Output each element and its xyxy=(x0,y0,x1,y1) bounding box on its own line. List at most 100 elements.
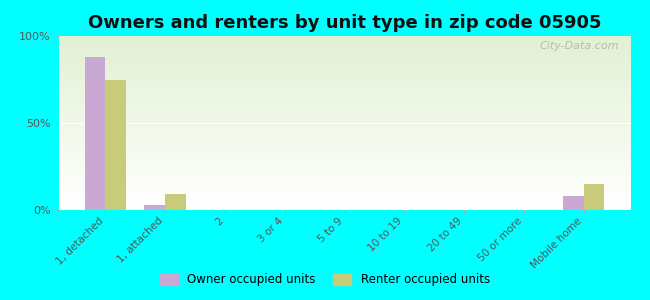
Bar xyxy=(58,54,630,55)
Bar xyxy=(58,125,630,126)
Bar xyxy=(58,177,630,178)
Bar xyxy=(58,139,630,140)
Bar xyxy=(58,43,630,44)
Bar xyxy=(58,55,630,56)
Bar xyxy=(58,131,630,132)
Bar xyxy=(58,198,630,199)
Bar xyxy=(58,112,630,113)
Bar xyxy=(58,128,630,129)
Bar xyxy=(58,143,630,144)
Bar xyxy=(58,82,630,83)
Bar xyxy=(58,169,630,170)
Bar xyxy=(58,140,630,141)
Bar xyxy=(58,175,630,176)
Bar xyxy=(58,186,630,187)
Bar xyxy=(58,120,630,121)
Bar xyxy=(58,37,630,38)
Bar xyxy=(58,144,630,145)
Bar xyxy=(58,206,630,207)
Bar xyxy=(58,95,630,96)
Bar xyxy=(58,174,630,175)
Bar xyxy=(58,203,630,204)
Bar xyxy=(58,204,630,205)
Bar xyxy=(58,170,630,171)
Bar xyxy=(58,66,630,67)
Text: City-Data.com: City-Data.com xyxy=(540,41,619,51)
Bar xyxy=(58,154,630,155)
Bar xyxy=(58,69,630,70)
Bar xyxy=(58,209,630,210)
Bar xyxy=(58,168,630,169)
Bar xyxy=(58,52,630,53)
Title: Owners and renters by unit type in zip code 05905: Owners and renters by unit type in zip c… xyxy=(88,14,601,32)
Bar xyxy=(58,183,630,184)
Bar xyxy=(58,76,630,77)
Bar xyxy=(58,71,630,72)
Bar xyxy=(58,50,630,51)
Bar xyxy=(58,90,630,91)
Bar xyxy=(58,151,630,152)
Bar xyxy=(58,156,630,157)
Bar xyxy=(58,130,630,131)
Bar xyxy=(58,38,630,39)
Bar xyxy=(58,88,630,89)
Bar xyxy=(58,86,630,87)
Bar xyxy=(58,208,630,209)
Bar xyxy=(58,106,630,107)
Bar xyxy=(58,67,630,68)
Bar xyxy=(58,145,630,146)
Bar xyxy=(563,196,584,210)
Bar xyxy=(58,39,630,40)
Bar xyxy=(58,108,630,109)
Bar xyxy=(58,84,630,85)
Bar xyxy=(58,100,630,101)
Bar xyxy=(58,193,630,194)
Bar xyxy=(58,48,630,49)
Bar xyxy=(58,161,630,162)
Bar xyxy=(58,85,630,86)
Bar xyxy=(58,41,630,42)
Bar xyxy=(58,64,630,65)
Bar xyxy=(165,194,186,210)
Bar xyxy=(58,173,630,174)
Bar xyxy=(58,122,630,123)
Bar xyxy=(58,158,630,159)
Bar xyxy=(58,141,630,142)
Bar xyxy=(58,181,630,182)
Bar xyxy=(58,58,630,59)
Bar xyxy=(58,135,630,136)
Bar xyxy=(58,104,630,105)
Bar xyxy=(58,164,630,165)
Bar xyxy=(58,79,630,80)
Bar xyxy=(58,182,630,183)
Bar xyxy=(58,97,630,98)
Bar xyxy=(584,184,605,210)
Bar xyxy=(58,199,630,200)
Bar xyxy=(58,107,630,108)
Bar xyxy=(58,45,630,46)
Bar xyxy=(58,187,630,188)
Bar xyxy=(58,180,630,181)
Bar xyxy=(58,185,630,186)
Bar xyxy=(58,49,630,50)
Bar xyxy=(58,87,630,88)
Bar xyxy=(58,59,630,60)
Bar xyxy=(58,119,630,120)
Bar xyxy=(58,75,630,76)
Bar xyxy=(58,68,630,69)
Bar xyxy=(58,89,630,90)
Bar xyxy=(58,166,630,167)
Bar xyxy=(58,100,630,101)
Bar xyxy=(58,98,630,99)
Bar xyxy=(58,133,630,134)
Bar xyxy=(58,137,630,138)
Legend: Owner occupied units, Renter occupied units: Owner occupied units, Renter occupied un… xyxy=(155,269,495,291)
Bar xyxy=(58,142,630,143)
Bar xyxy=(58,167,630,168)
Bar xyxy=(58,136,630,137)
Bar xyxy=(58,114,630,115)
Bar xyxy=(58,40,630,41)
Bar xyxy=(58,148,630,149)
Bar xyxy=(58,176,630,177)
Bar xyxy=(58,110,630,111)
